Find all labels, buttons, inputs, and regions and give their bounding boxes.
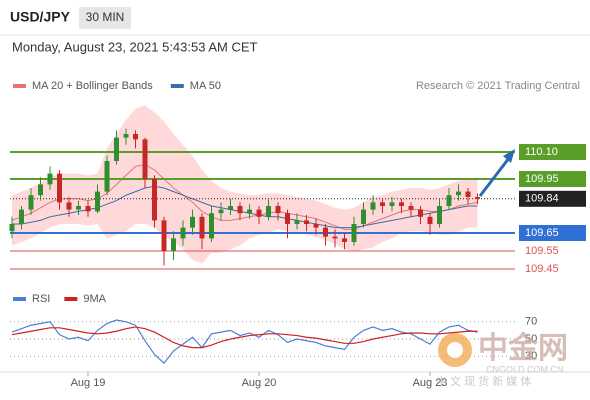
indicator-line — [11, 326, 478, 349]
candle-body — [266, 206, 271, 217]
candle-body — [304, 220, 309, 224]
candle-body — [38, 184, 43, 196]
candle-body — [342, 238, 347, 242]
candle-body — [351, 224, 357, 242]
candle-body — [152, 179, 157, 221]
candle-body — [142, 139, 148, 179]
candle-body — [294, 220, 300, 224]
candle-body — [190, 216, 195, 228]
candle-body — [47, 173, 53, 185]
projection-arrow — [478, 157, 511, 197]
candle-body — [285, 213, 290, 224]
candle-body — [57, 173, 62, 203]
candle-body — [332, 236, 338, 239]
candle-body — [465, 191, 471, 197]
candle-body — [418, 209, 423, 217]
indicator-line — [11, 319, 478, 364]
level-box — [519, 171, 586, 187]
legend-swatch — [13, 297, 26, 301]
moving-average — [11, 164, 478, 230]
candle-body — [209, 213, 214, 239]
candle-body — [361, 209, 366, 224]
watermark-logo-inner — [447, 342, 463, 358]
legend-label: MA 20 + Bollinger Bands — [32, 80, 153, 92]
candle-body — [256, 209, 262, 217]
level-box — [519, 144, 586, 160]
level-label: 109.65 — [525, 227, 559, 239]
y-tick-label: 50 — [525, 333, 537, 345]
y-tick-label: 70 — [525, 316, 537, 328]
timestamp: Monday, August 23, 2021 5:43:53 AM CET — [12, 39, 258, 54]
level-label: 109.55 — [525, 245, 559, 257]
arrow-head — [503, 149, 515, 163]
candle-body — [456, 191, 461, 196]
candle-body — [95, 191, 100, 212]
candle-body — [9, 224, 15, 232]
candle-body — [237, 206, 243, 214]
level-box — [519, 225, 586, 241]
candle-body — [313, 224, 319, 228]
x-tick-label: Aug 23 — [413, 377, 448, 389]
level-label: 110.10 — [525, 146, 558, 158]
plot: MA 20 + Bollinger Bands MA 50 Research © 2… — [9, 80, 586, 389]
candle-body — [247, 209, 252, 214]
interval[interactable]: 30 MIN — [86, 10, 125, 24]
candle-body — [389, 202, 395, 206]
candle-body — [399, 202, 404, 206]
legend-swatch — [64, 297, 78, 301]
level-label: 109.95 — [525, 173, 559, 185]
candle-body — [161, 220, 167, 251]
candle-body — [199, 216, 205, 239]
level-label: 109.45 — [525, 263, 559, 275]
candle-body — [275, 206, 281, 214]
candle-body — [228, 206, 233, 210]
legend-label: RSI — [32, 293, 50, 305]
watermark-site: CNGOLD.COM.CN — [486, 364, 564, 374]
candle-body — [19, 209, 24, 224]
candle-body — [76, 206, 81, 210]
candle-body — [66, 202, 72, 210]
candle-body — [114, 137, 119, 161]
candle-body — [370, 202, 376, 210]
watermark-slogan: 中 文 现 货 新 媒 体 — [436, 374, 531, 388]
interval-badge[interactable] — [79, 7, 131, 29]
symbol: USD/JPY — [10, 9, 71, 25]
candle-body — [104, 161, 110, 192]
candle-body — [475, 197, 480, 199]
candle-body — [323, 227, 328, 237]
watermark: 中金网 CNGOLD.COM.CN 中 文 现 货 新 媒 体 — [436, 331, 568, 388]
candle-body — [123, 134, 129, 138]
legend-swatch — [170, 84, 184, 88]
legend-label: 9MA — [83, 293, 106, 305]
y-tick-label: 30 — [525, 350, 537, 362]
level-box — [519, 190, 586, 207]
legend-swatch — [13, 84, 26, 88]
watermark-title: 中金网 — [478, 331, 568, 365]
candle-body — [427, 216, 433, 224]
candle-body — [408, 206, 414, 210]
candle-body — [171, 238, 176, 251]
legend-label: MA 50 — [190, 80, 221, 92]
candle-body — [380, 202, 385, 206]
level-label: 109.84 — [525, 193, 559, 205]
candle-body — [180, 227, 186, 239]
candle-body — [28, 195, 34, 210]
x-tick-label: Aug 19 — [71, 377, 106, 389]
credit: Research © 2021 Trading Central — [416, 80, 580, 92]
x-tick-label: Aug 20 — [242, 377, 277, 389]
candle-body — [437, 206, 442, 224]
candle-body — [85, 206, 91, 212]
candle-body — [218, 209, 224, 214]
candle-body — [446, 195, 452, 206]
candle-body — [133, 134, 138, 140]
